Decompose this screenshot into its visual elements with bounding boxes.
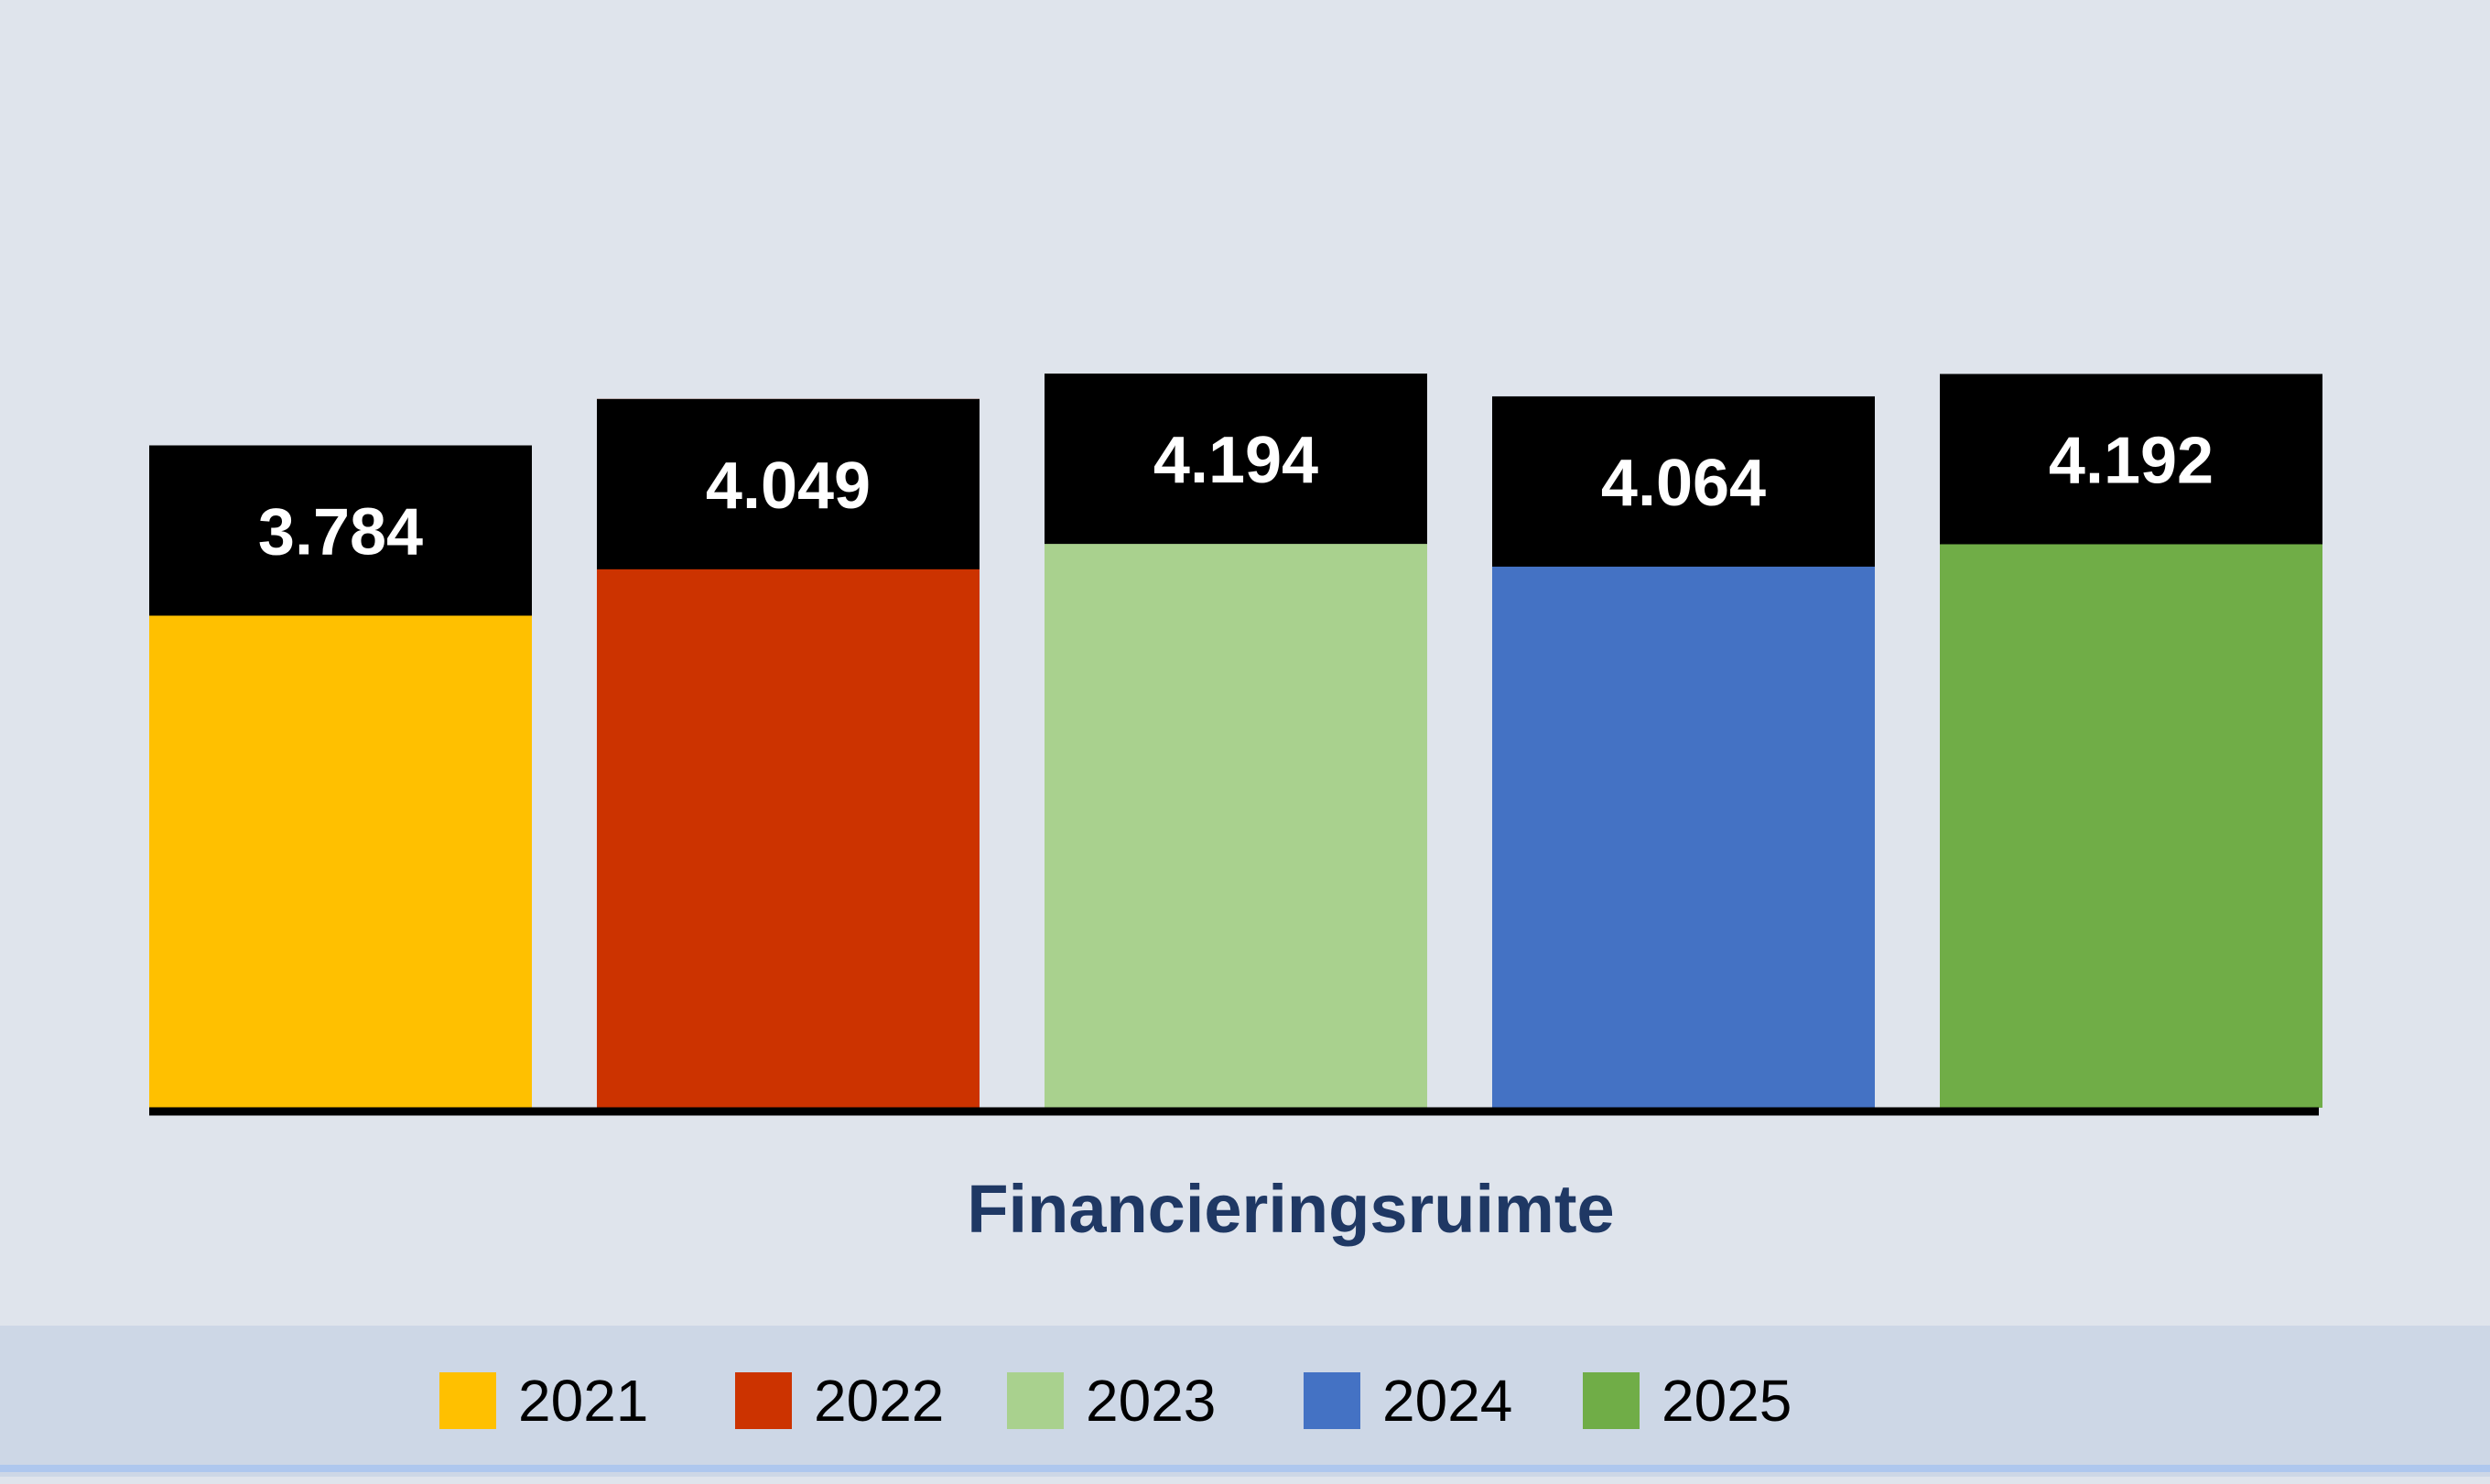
legend-label-2024: 2024 [1382, 1368, 1513, 1434]
value-label-box-2021 [149, 445, 532, 616]
value-label-box-2025 [1940, 374, 2322, 545]
value-label-box-2023 [1045, 374, 1427, 545]
value-label-2023: 4.194 [1153, 424, 1318, 497]
value-label-2021: 3.784 [258, 495, 423, 569]
legend-item-2024: 2024 [1304, 1371, 1512, 1430]
legend-bottom-line [0, 1465, 2490, 1472]
legend-swatch-2021 [439, 1372, 496, 1429]
legend-swatch-2023 [1007, 1372, 1064, 1429]
legend-label-2022: 2022 [814, 1368, 945, 1434]
legend-item-2021: 2021 [439, 1371, 648, 1430]
value-label-2024: 4.064 [1601, 447, 1766, 520]
legend-item-2025: 2025 [1583, 1371, 1792, 1430]
legend-swatch-2025 [1583, 1372, 1640, 1429]
legend-swatch-2024 [1304, 1372, 1360, 1429]
value-label-box-2022 [597, 398, 980, 569]
legend-label-2023: 2023 [1086, 1368, 1217, 1434]
value-label-2022: 4.049 [706, 450, 871, 523]
value-label-box-2024 [1492, 395, 1875, 567]
legend-label-2021: 2021 [518, 1368, 649, 1434]
legend-swatch-2022 [735, 1372, 792, 1429]
legend-item-2022: 2022 [735, 1371, 944, 1430]
x-axis-title: Financieringsruimte [967, 1171, 1615, 1247]
value-label-2025: 4.192 [2049, 424, 2214, 497]
legend-label-2025: 2025 [1662, 1368, 1792, 1434]
legend-band [0, 1326, 2490, 1477]
bars-layer: 3.784 4.049 4.194 4.064 4.192 [149, 374, 2322, 1109]
legend-item-2023: 2023 [1007, 1371, 1216, 1430]
